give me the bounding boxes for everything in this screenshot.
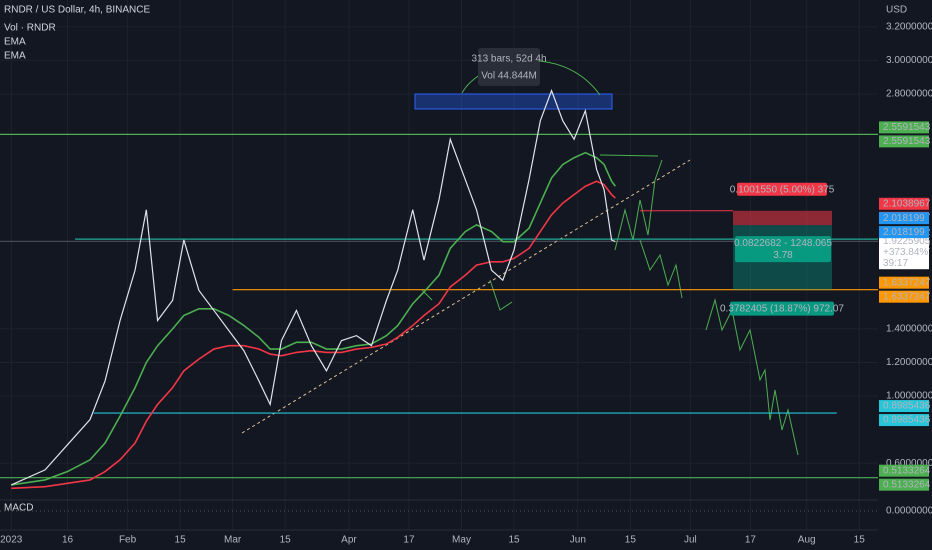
x-tick-label: Aug <box>798 535 816 546</box>
price-tag-label: 1.6337247 <box>883 277 931 288</box>
stop-label: 0.1001550 (5.00%) 375 <box>730 184 835 195</box>
price-tag <box>879 276 929 289</box>
info-label: 0.0822682 - 1248.065 <box>734 238 832 249</box>
price-tag <box>879 197 929 210</box>
y-tick-label: 1.2000000 <box>886 357 932 368</box>
price-tag <box>879 400 929 413</box>
macd-tick-label: 0.0000000 <box>886 506 932 517</box>
price-tag <box>879 135 929 148</box>
price-tag-label: 2.1038967 <box>883 198 931 209</box>
current-tag <box>879 235 929 270</box>
y-tick-label: 0.6000000 <box>886 458 932 469</box>
price-tag-label: 2.5591543 <box>883 122 931 133</box>
y-tick-label: 2.8000000 <box>886 89 932 100</box>
current-change: +373.84% <box>883 247 928 258</box>
price-tag <box>879 290 929 303</box>
measure-bg <box>478 48 540 86</box>
x-tick-label: 15 <box>175 535 187 546</box>
stop-zone <box>733 210 832 226</box>
macd-label: MACD <box>4 503 33 514</box>
info-bg <box>735 236 831 263</box>
price-tag-label: 2.5591543 <box>883 136 931 147</box>
measure-label: 313 bars, 52d 4h <box>471 54 546 65</box>
ema-line <box>11 180 616 490</box>
title: RNDR / US Dollar, 4h, BINANCE <box>4 5 150 16</box>
price-tag <box>879 478 929 491</box>
x-tick-label: 17 <box>745 535 757 546</box>
price-tag <box>879 414 929 427</box>
indicator: Vol · RNDR <box>4 23 56 34</box>
x-tick-label: Apr <box>341 535 357 546</box>
x-tick-label: 15 <box>854 535 866 546</box>
ema-line <box>11 151 616 486</box>
price-line <box>11 88 616 486</box>
current-timer: 39:17 <box>883 258 908 269</box>
range-box <box>414 93 613 110</box>
x-tick-label: 15 <box>280 535 292 546</box>
current-price: 1.9225905 <box>883 236 931 247</box>
projection <box>614 159 799 456</box>
measure-label: Vol 44.844M <box>481 71 537 82</box>
x-tick-label: 16 <box>62 535 74 546</box>
currency: USD <box>886 5 907 16</box>
price-tag-label: 1.6337247 <box>883 291 931 302</box>
indicator: EMA <box>4 51 26 62</box>
x-tick-label: Feb <box>119 535 137 546</box>
price-tag-label: 0.8985436 <box>883 415 931 426</box>
x-tick-label: 15 <box>508 535 520 546</box>
target-label: 0.3782405 (18.87%) 972.07 <box>720 303 844 314</box>
x-tick-label: 15 <box>625 535 637 546</box>
x-tick-label: Jun <box>570 535 586 546</box>
y-tick-label: 1.4000000 <box>886 324 932 335</box>
price-tag <box>879 212 929 225</box>
stop-label-bg <box>737 182 827 196</box>
price-tag-label: 0.8985436 <box>883 401 931 412</box>
price-tag-label: 0.5133264 <box>883 479 931 490</box>
y-tick-label: 1.0000000 <box>886 391 932 402</box>
x-tick-label: May <box>452 535 471 546</box>
y-tick-label: 3.0000000 <box>886 55 932 66</box>
price-tag <box>879 464 929 477</box>
price-axis <box>878 0 932 550</box>
x-tick-label: 17 <box>403 535 415 546</box>
price-tag-label: 2.018199 <box>883 227 925 238</box>
x-tick-label: Jul <box>684 535 697 546</box>
price-tag-label: 2.018199 <box>883 213 925 224</box>
price-tag-label: 0.5133264 <box>883 465 931 476</box>
info-label: 3.78 <box>773 250 793 261</box>
x-tick-label: Mar <box>224 535 242 546</box>
y-tick-label: 3.2000000 <box>886 21 932 32</box>
indicator: EMA <box>4 37 26 48</box>
x-tick-label: 2023 <box>0 535 23 546</box>
price-tag <box>879 121 929 134</box>
target-label-bg <box>730 301 834 316</box>
price-tag <box>879 226 929 239</box>
